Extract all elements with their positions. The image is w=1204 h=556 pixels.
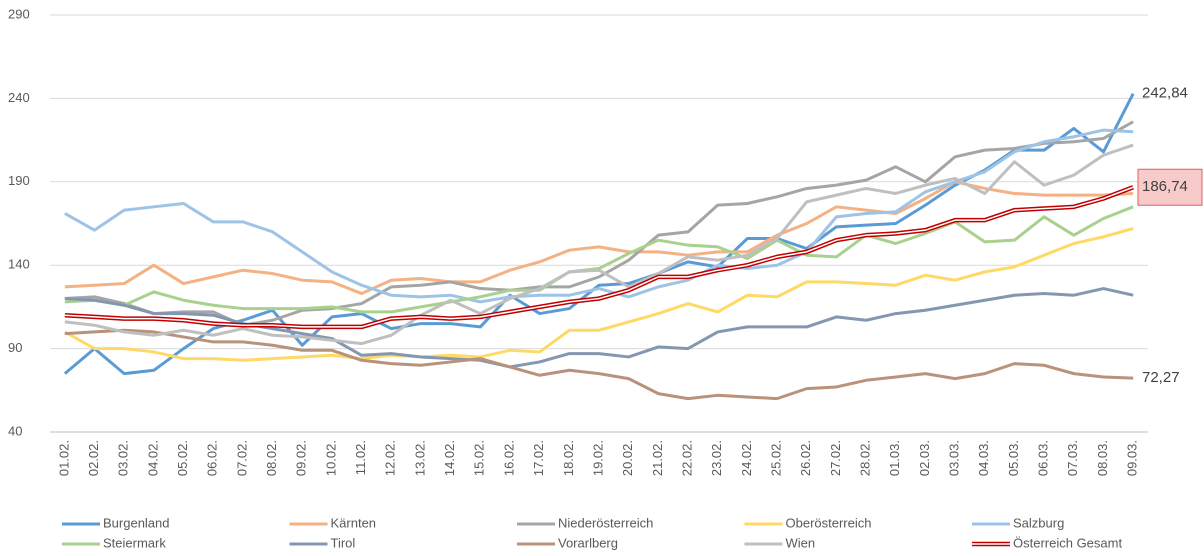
- x-tick-label: 11.02.: [353, 440, 368, 475]
- x-tick-label: 04.02.: [145, 440, 160, 476]
- legend-label: Niederösterreich: [558, 515, 653, 530]
- x-tick-label: 12.02.: [383, 440, 398, 476]
- legend-label: Salzburg: [1013, 515, 1064, 530]
- x-tick-label: 26.02.: [798, 440, 813, 476]
- series-line: [64, 128, 1134, 304]
- legend-label: Vorarlberg: [558, 535, 618, 550]
- series-line-inner: [64, 186, 1134, 328]
- x-tick-label: 09.02.: [294, 440, 309, 476]
- series-line: [64, 120, 1134, 327]
- x-tick-label: 02.03.: [917, 440, 932, 476]
- x-tick-label: 05.03.: [1006, 440, 1021, 476]
- legend-label: Burgenland: [103, 515, 170, 530]
- x-tick-label: 22.02.: [679, 440, 694, 476]
- y-tick-label: 90: [8, 340, 22, 355]
- data-label: 186,74: [1142, 178, 1188, 195]
- x-tick-label: 24.02.: [739, 440, 754, 476]
- series-line: [64, 227, 1134, 362]
- x-tick-label: 01.03.: [887, 440, 902, 476]
- x-tick-label: 17.02.: [531, 440, 546, 476]
- legend-label: Österreich Gesamt: [1013, 535, 1122, 550]
- x-tick-label: 08.03.: [1095, 440, 1110, 476]
- x-tick-label: 23.02.: [709, 440, 724, 476]
- series-line: [64, 328, 1134, 401]
- x-tick-label: 27.02.: [828, 440, 843, 476]
- x-tick-label: 04.03.: [976, 440, 991, 476]
- x-tick-label: 13.02.: [412, 440, 427, 476]
- x-tick-label: 08.02.: [264, 440, 279, 476]
- x-tick-label: 15.02.: [472, 440, 487, 476]
- y-tick-label: 240: [8, 90, 30, 105]
- legend-label: Wien: [786, 535, 816, 550]
- x-tick-label: 07.03.: [1065, 440, 1080, 476]
- x-tick-label: 03.02.: [116, 440, 131, 476]
- x-tick-label: 16.02.: [501, 440, 516, 476]
- legend-label: Oberösterreich: [786, 515, 872, 530]
- x-tick-label: 18.02.: [561, 440, 576, 476]
- x-tick-label: 07.02.: [234, 440, 249, 476]
- legend-label: Kärnten: [331, 515, 377, 530]
- series-line: [64, 143, 1134, 346]
- x-tick-label: 02.02.: [86, 440, 101, 476]
- y-tick-label: 290: [8, 6, 30, 21]
- x-tick-label: 20.02.: [620, 440, 635, 476]
- x-tick-label: 01.02.: [56, 440, 71, 476]
- x-tick-label: 06.03.: [1036, 440, 1051, 476]
- x-tick-label: 19.02.: [590, 440, 605, 476]
- label-box: [1137, 168, 1203, 206]
- series-line: [63, 92, 1135, 376]
- x-tick-label: 10.02.: [323, 440, 338, 476]
- legend-label: Steiermark: [103, 535, 166, 550]
- y-tick-label: 190: [8, 173, 30, 188]
- x-tick-label: 25.02.: [768, 440, 783, 476]
- x-tick-label: 21.02.: [650, 440, 665, 476]
- y-tick-label: 40: [8, 423, 22, 438]
- data-label: 72,27: [1142, 369, 1180, 386]
- legend-label: Tirol: [331, 535, 356, 550]
- x-tick-label: 09.03.: [1125, 440, 1140, 476]
- x-tick-label: 05.02.: [175, 440, 190, 476]
- x-tick-label: 28.02.: [858, 440, 873, 476]
- y-tick-label: 140: [8, 257, 30, 272]
- x-tick-label: 14.02.: [442, 440, 457, 476]
- x-tick-label: 03.03.: [947, 440, 962, 476]
- x-tick-label: 06.02.: [205, 440, 220, 476]
- data-label: 242,84: [1142, 85, 1188, 102]
